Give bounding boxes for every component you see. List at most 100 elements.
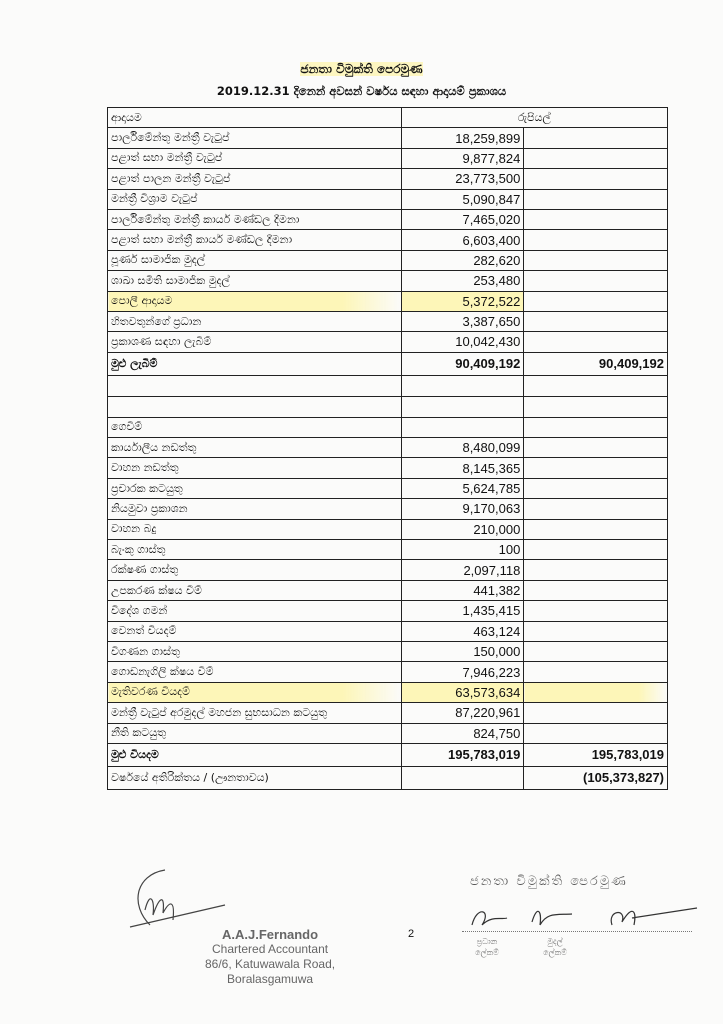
empty-cell [523,661,668,683]
income-item-amount: 10,042,430 [400,331,525,353]
signatory-caption-1: ප්‍රධාන ලේකම් [462,936,512,958]
empty-cell [523,331,668,353]
expense-item-label: මන්ත්‍රී වැටුප් අරමුදල් මහජන සුභසාධන කටය… [107,702,402,724]
empty-cell [107,374,402,397]
income-item-amount: 7,465,020 [400,208,525,231]
empty-cell [107,395,402,418]
empty-cell [523,518,668,541]
header-row: ආදායම රුපියල් [107,106,669,129]
expense-item-amount: 824,750 [400,722,525,744]
income-item-label: පළාත් සභා මන්ත්‍රී වැටුප් [107,147,402,170]
table-row: හිතවතුන්ගේ ප්‍රධාන 3,387,650 [107,310,668,333]
empty-cell [523,498,668,520]
expense-item-amount: 150,000 [400,640,525,663]
surplus-label: වර්ෂයේ අතිරික්තය / (ඌනතාවය) [107,765,402,790]
expense-item-label: බැංකු ගාස්තු [107,539,402,561]
income-item-amount: 3,387,650 [400,310,525,333]
empty-cell [400,374,525,397]
expense-item-label: වාහන බදු [107,518,402,541]
empty-cell [523,579,668,602]
table-row: පළාත් සභා මන්ත්‍රී කාර්ය මණ්ඩල දීමනා 6,60… [107,229,668,251]
expense-item-amount: 5,624,785 [400,477,525,500]
table-row: රක්ෂණ ගාස්තු 2,097,118 [107,559,668,581]
expense-header: ගෙවීම් [107,416,402,439]
expense-item-label: රක්ෂණ ගාස්තු [107,559,402,581]
expense-item-amount: 2,097,118 [400,559,525,581]
income-item-label: පාර්ලිමේන්තු මන්ත්‍රී කාර්ය මණ්ඩල දීමනා [107,208,402,231]
empty-cell [523,374,668,397]
expense-item-label: ගොඩනැගිලි ක්ෂය වීම් [107,661,402,683]
table-row: මන්ත්‍රී වැටුප් අරමුදල් මහජන සුභසාධන කටය… [107,702,668,724]
surplus-amount: (105,373,827) [523,765,668,790]
blank-row [107,374,668,397]
expense-total-amount: 195,783,019 [400,742,525,767]
auditor-block: A.A.J.Fernando Chartered Accountant 86/6… [205,927,335,987]
table-row: පූර්ණ සාමාජික මුදල් 282,620 [107,249,668,272]
income-item-label: හිතවතුන්ගේ ප්‍රධාන [107,310,402,333]
empty-cell [523,702,668,724]
signatory-2-line2: ලේකම් [543,948,567,957]
income-item-amount: 5,372,522 [400,290,525,312]
expense-item-label: විදේශ ගමන් [107,600,402,622]
table-row: පළාත් සභා මන්ත්‍රී වැටුප් 9,877,824 [107,147,668,170]
expense-total-row: මුළු වියදම 195,783,019 195,783,019 [107,742,668,767]
empty-cell [523,395,668,418]
table-row: වෙනත් වියදම් 463,124 [107,620,668,642]
income-item-label: ප්‍රකාශණ සඳහා ලැබීම් [107,331,402,353]
empty-cell [523,457,668,479]
table-row: උපකරණ ක්ෂය වීම් 441,382 [107,579,668,602]
expense-header-row: ගෙවීම් [107,416,668,439]
expense-item-amount: 8,480,099 [400,437,525,459]
table-row: විදේශ ගමන් 1,435,415 [107,600,668,622]
empty-cell [523,477,668,500]
statement-title: 2019.12.31 දිනෙන් අවසන් වර්ෂය සඳහා ආදායම… [216,84,507,98]
organization-name: ජනතා විමුක්ති පෙරමුණ [0,62,723,77]
blank-row [107,395,668,418]
empty-cell [523,147,668,170]
empty-cell [400,395,525,418]
empty-cell [523,437,668,459]
table-row: ප්‍රචාරක කටයුතු 5,624,785 [107,477,668,500]
table-row: බැංකු ගාස්තු 100 [107,539,668,561]
income-total-row: මුළු ලැබීම් 90,409,192 90,409,192 [107,351,668,376]
empty-cell [523,229,668,251]
income-statement-table: ආදායම රුපියල් පාර්ලිමේන්තු මන්ත්‍රී වැටුප්… [107,106,669,790]
income-item-label: පළාත් සභා මන්ත්‍රී කාර්ය මණ්ඩල දීමනා [107,229,402,251]
table-row: නියමුවා ප්‍රකාශන 9,170,063 [107,498,668,520]
income-total-column: 90,409,192 [523,351,668,376]
empty-cell [523,290,668,312]
income-item-label: පාර්ලිමේන්තු මන්ත්‍රී වැටුප් [107,127,402,149]
income-item-amount: 23,773,500 [400,168,525,190]
organization-name-text: ජනතා විමුක්ති පෙරමුණ [300,62,423,76]
empty-cell [523,127,668,149]
empty-cell [400,416,525,439]
signatory-signatures [471,907,698,926]
auditor-title: Chartered Accountant [212,942,329,956]
income-item-amount: 253,480 [400,270,525,292]
income-item-label: පූර්ණ සාමාජික මුදල් [107,249,402,272]
table-row: ශාඛා සමිති සාමාජික මුදල් 253,480 [107,270,668,292]
empty-cell [523,416,668,439]
empty-cell [523,310,668,333]
income-item-label: පළාත් පාලන මන්ත්‍රී වැටුප් [107,168,402,190]
table-row: නීති කටයුතු 824,750 [107,722,668,744]
signatory-1-line2: ලේකම් [475,948,499,957]
empty-cell [523,249,668,272]
expense-item-label: කාර්යාලීය නඩත්තු [107,437,402,459]
empty-cell [523,539,668,561]
auditor-address-line2: Boralasgamuwa [227,972,314,986]
empty-cell [523,640,668,663]
party-stamp: ජනතා විමුක්ති පෙරමුණ [470,874,628,889]
table-row: වාහන බදු 210,000 [107,518,668,541]
empty-cell [523,168,668,190]
signature-line [462,905,692,932]
expense-item-label: නියමුවා ප්‍රකාශන [107,498,402,520]
table-row: විගණන ගාස්තු 150,000 [107,640,668,663]
expense-item-amount: 8,145,365 [400,457,525,479]
expense-item-label: විගණන ගාස්තු [107,640,402,663]
auditor-name: A.A.J.Fernando [222,927,319,942]
currency-header: රුපියල් [400,106,669,129]
auditor-signature [129,869,226,928]
empty-cell [523,620,668,642]
